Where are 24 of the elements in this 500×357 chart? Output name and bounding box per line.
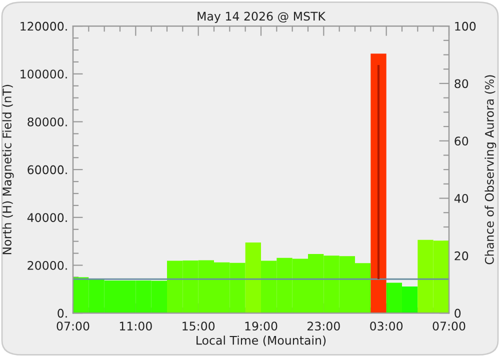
y2-tick-label: 80 — [454, 79, 468, 88]
y2-tick-label: 0 — [454, 308, 461, 318]
y-tick-label: 20000. — [28, 260, 67, 270]
x-tick-label: 11:00 — [120, 322, 152, 331]
x-tick-label: 07:00 — [432, 322, 466, 331]
x-tick-label: 15:00 — [182, 322, 215, 331]
x-tick-label: 19:00 — [245, 322, 278, 331]
y-tick-label: 80000. — [28, 117, 67, 126]
x-tick-label: 03:00 — [370, 322, 403, 331]
y-tick-label: 0. — [58, 308, 67, 318]
x-tick-label: 23:00 — [308, 322, 340, 331]
y-tick-label: 120000. — [20, 22, 67, 31]
y2-tick-label: 40 — [454, 194, 468, 203]
y-axis-title: North (H) Magnetic Field (nT) — [2, 84, 14, 254]
x-axis-title: Local Time (Mountain) — [196, 336, 326, 346]
y-tick-label: 40000. — [27, 213, 67, 222]
chart-title: May 14 2026 @ MSTK — [198, 12, 326, 23]
x-tick-label: 07:00 — [56, 322, 90, 331]
y-tick-label: 100000. — [20, 70, 67, 79]
y2-tick-label: 60 — [454, 136, 468, 146]
y2-tick-label: 20 — [454, 251, 468, 260]
y2-tick-label: 100 — [455, 22, 476, 31]
y2-axis-title: Chance of Observing Aurora (%) — [484, 75, 496, 264]
y-tick-label: 60000. — [28, 165, 67, 174]
